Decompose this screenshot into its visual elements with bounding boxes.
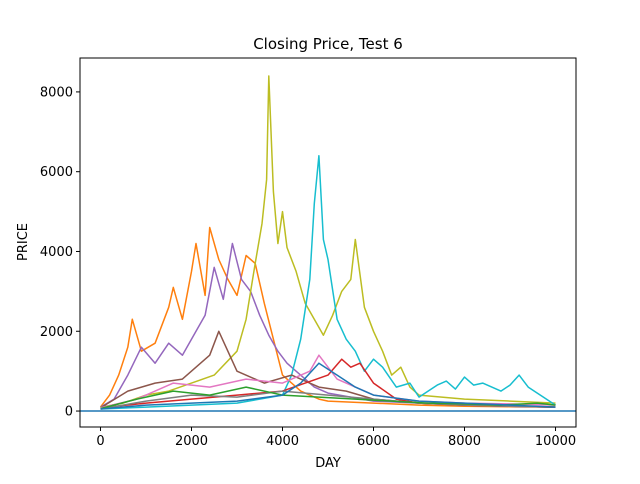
y-tick-label: 8000	[40, 85, 73, 100]
y-tick-label: 2000	[40, 325, 73, 340]
plot-frame	[79, 57, 577, 428]
series-line-8	[100, 390, 556, 410]
x-axis-label: DAY	[315, 456, 341, 471]
y-tick-label: 0	[65, 405, 73, 420]
x-tick-label: 0	[96, 434, 104, 449]
x-axis-ticks: 0 2000 4000 6000 8000 10000	[96, 427, 576, 449]
series-line-10	[100, 362, 556, 410]
x-tick-label: 2000	[175, 434, 208, 449]
y-tick-label: 6000	[40, 165, 73, 180]
series-line-3	[100, 75, 556, 408]
y-tick-label: 4000	[40, 245, 73, 260]
x-tick-label: 4000	[266, 434, 299, 449]
series-line-4	[100, 154, 556, 410]
x-tick-label: 8000	[448, 434, 481, 449]
x-tick-label: 6000	[357, 434, 390, 449]
chart-title: Closing Price, Test 6	[253, 35, 403, 53]
y-axis-label: PRICE	[16, 223, 31, 261]
y-axis-ticks: 0 2000 4000 6000 8000	[40, 85, 80, 420]
x-tick-label: 10000	[535, 434, 576, 449]
series-layer	[99, 75, 556, 410]
